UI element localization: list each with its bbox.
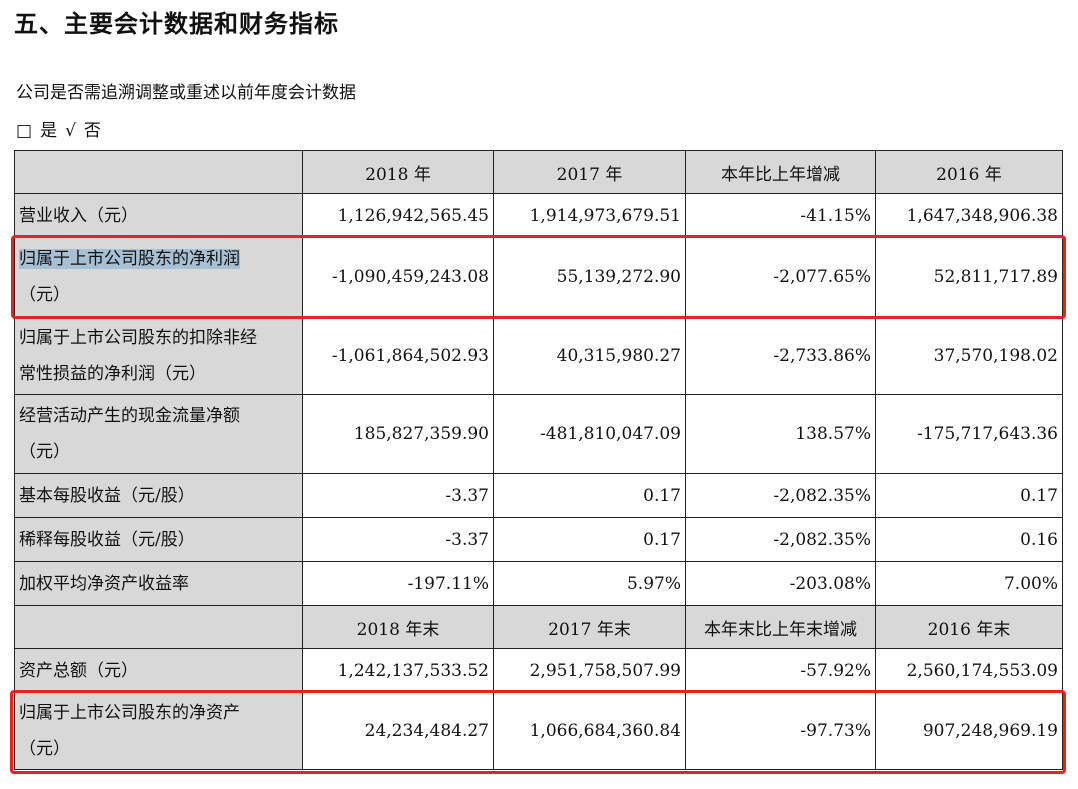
value-cell: -41.15% [685,193,876,238]
value-cell: -1,090,459,243.08 [302,237,494,317]
value-cell: 2,951,758,507.99 [493,648,686,693]
row-label-text: 经营活动产生的现金流量净额 [19,406,240,426]
value-cell: 1,066,684,360.84 [493,692,686,770]
row-label: 基本每股收益（元/股） [14,473,303,518]
option-yes: 是 [40,121,58,141]
table-row: 稀释每股收益（元/股） -3.37 0.17 -2,082.35% 0.16 [14,517,1063,562]
option-no: 否 [83,121,101,141]
value-cell: 24,234,484.27 [302,692,494,770]
column-header [14,150,303,194]
row-label: 归属于上市公司股东的净资产 （元） [14,692,303,770]
value-cell: 5.97% [493,561,686,606]
value-cell: -3.37 [302,517,494,562]
value-cell: 1,647,348,906.38 [875,193,1063,238]
row-label-text-line2: （元） [19,739,70,759]
value-cell: 0.17 [493,517,686,562]
restatement-options: □ 是 √ 否 [16,116,109,141]
row-label-text: 加权平均净资产收益率 [19,573,189,594]
row-label: 归属于上市公司股东的扣除非经 常性损益的净利润（元） [14,316,303,395]
value-cell: 37,570,198.02 [875,316,1063,395]
row-label: 经营活动产生的现金流量净额 （元） [14,394,303,474]
value-cell: -2,082.35% [685,473,876,518]
value-cell: 1,914,973,679.51 [493,193,686,238]
column-header: 2018 年 [302,150,494,194]
row-label-text: 资产总额（元） [19,660,138,681]
value-cell: -203.08% [685,561,876,606]
value-cell: -197.11% [302,561,494,606]
value-cell: 138.57% [685,394,876,474]
table-header-row: 2018 年末 2017 年末 本年末比上年末增减 2016 年末 [14,605,1063,649]
row-label: 营业收入（元） [14,193,303,238]
value-cell: 1,242,137,533.52 [302,648,494,693]
table-row: 经营活动产生的现金流量净额 （元） 185,827,359.90 -481,810,0… [14,394,1063,474]
row-label: 加权平均净资产收益率 [14,561,303,606]
table-row: 资产总额（元） 1,242,137,533.52 2,951,758,507.99-… [14,648,1063,693]
row-label-text: 归属于上市公司股东的扣除非经 [19,327,257,348]
table-row: 营业收入（元） 1,126,942,565.45 1,914,973,679.51-… [14,193,1063,238]
value-cell: -2,733.86% [685,316,876,395]
table-row: 归属于上市公司股东的净资产 （元） 24,234,484.27 1,066,684,3… [14,692,1063,770]
column-header: 2018 年末 [302,605,494,649]
column-header: 2016 年 [875,150,1063,194]
section-title: 五、主要会计数据和财务指标 [14,10,339,38]
column-header [14,605,303,649]
value-cell: 185,827,359.90 [302,394,494,474]
table-row: 加权平均净资产收益率 -197.11% 5.97% -203.08% 7.00% [14,561,1063,606]
column-header: 本年比上年增减 [685,150,876,194]
value-cell: 0.17 [493,473,686,518]
row-label: 资产总额（元） [14,648,303,693]
row-label-text: 稀释每股收益（元/股） [19,529,195,550]
value-cell: 55,139,272.90 [493,237,686,317]
value-cell: -1,061,864,502.93 [302,316,494,395]
table-row: 归属于上市公司股东的净利润 （元） -1,090,459,243.08 55,139,… [14,237,1063,317]
row-label-text: 营业收入（元） [19,205,138,226]
table-row: 基本每股收益（元/股） -3.37 0.17 -2,082.35% 0.17 [14,473,1063,518]
value-cell: 1,126,942,565.45 [302,193,494,238]
value-cell: -57.92% [685,648,876,693]
value-cell: -481,810,047.09 [493,394,686,474]
column-header: 2017 年 [493,150,686,194]
financial-data-table: 2018 年 2017 年本年比上年增减 2016 年营业收入（元） 1,126,94… [14,150,1063,770]
row-label: 稀释每股收益（元/股） [14,517,303,562]
value-cell: 2,560,174,553.09 [875,648,1063,693]
value-cell: 907,248,969.19 [875,692,1063,770]
restatement-question: 公司是否需追溯调整或重述以前年度会计数据 [16,83,356,103]
value-cell: -175,717,643.36 [875,394,1063,474]
row-label-text: 基本每股收益（元/股） [19,485,195,506]
value-cell: -2,082.35% [685,517,876,562]
row-label: 归属于上市公司股东的净利润 （元） [14,237,303,317]
row-label-text: 归属于上市公司股东的净利润 [19,249,240,269]
value-cell: -3.37 [302,473,494,518]
column-header: 2017 年末 [493,605,686,649]
column-header: 本年末比上年末增减 [685,605,876,649]
value-cell: 0.16 [875,517,1063,562]
value-cell: 40,315,980.27 [493,316,686,395]
value-cell: 52,811,717.89 [875,237,1063,317]
row-label-text: 归属于上市公司股东的净资产 [19,703,240,723]
row-label-text-line2: （元） [19,285,70,305]
row-label-text-line2: （元） [19,442,70,462]
table-row: 归属于上市公司股东的扣除非经 常性损益的净利润（元） -1,061,864,502.… [14,316,1063,395]
value-cell: -2,077.65% [685,237,876,317]
column-header: 2016 年末 [875,605,1063,649]
checkbox-unchecked-icon: □ [16,121,33,141]
table-header-row: 2018 年 2017 年本年比上年增减 2016 年 [14,150,1063,194]
value-cell: -97.73% [685,692,876,770]
row-label-text-line2: 常性损益的净利润（元） [19,363,206,384]
value-cell: 0.17 [875,473,1063,518]
value-cell: 7.00% [875,561,1063,606]
checkmark-icon: √ [65,121,76,141]
